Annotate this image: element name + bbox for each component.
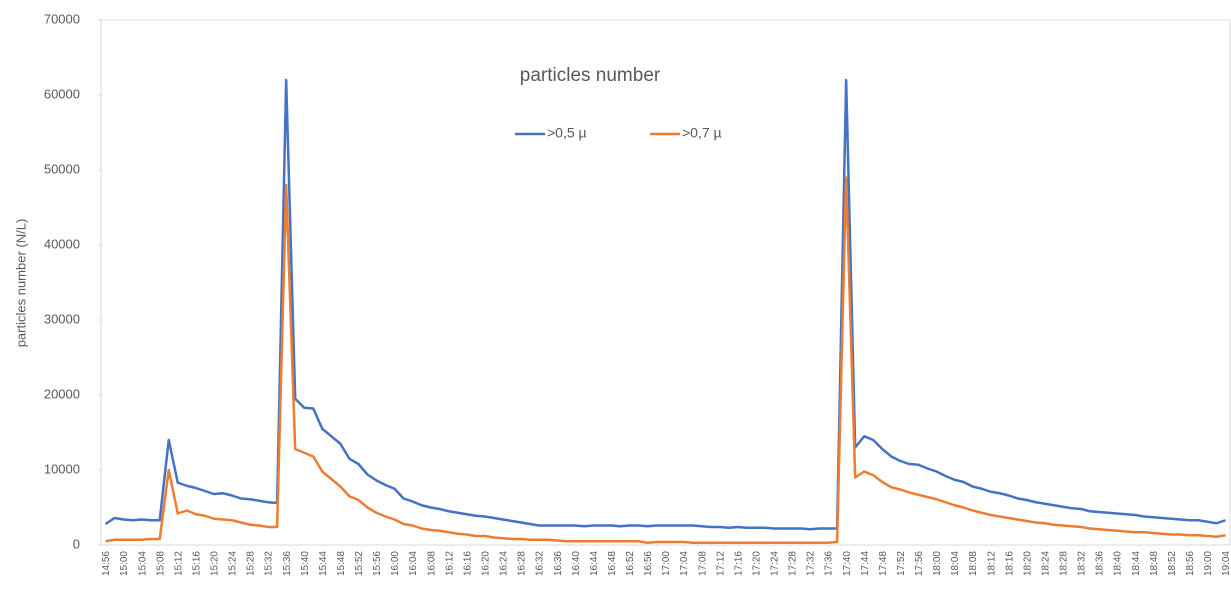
x-tick-label: 17:40 — [842, 551, 853, 576]
x-tick-label: 17:36 — [824, 551, 835, 576]
y-tick-label: 10000 — [44, 461, 80, 476]
y-axis-title: particles number (N/L) — [13, 219, 28, 348]
x-tick-label: 15:44 — [318, 551, 329, 576]
x-tick-label: 16:44 — [589, 551, 600, 576]
x-tick-label: 18:28 — [1059, 551, 1070, 576]
x-tick-label: 15:20 — [210, 551, 221, 576]
x-tick-label: 18:20 — [1022, 551, 1033, 576]
x-tick-label: 18:24 — [1040, 551, 1051, 576]
x-tick-label: 15:52 — [354, 551, 365, 576]
x-tick-label: 16:52 — [625, 551, 636, 576]
x-tick-label: 17:28 — [788, 551, 799, 576]
x-tick-label: 17:12 — [715, 551, 726, 576]
x-tick-label: 17:32 — [806, 551, 817, 576]
legend-label: >0,5 µ — [547, 125, 587, 141]
x-tick-label: 16:08 — [426, 551, 437, 576]
y-tick-label: 30000 — [44, 311, 80, 326]
x-tick-label: 15:08 — [155, 551, 166, 576]
x-tick-label: 15:12 — [173, 551, 184, 576]
x-tick-label: 18:56 — [1185, 551, 1196, 576]
x-tick-label: 18:32 — [1077, 551, 1088, 576]
x-tick-label: 16:00 — [390, 551, 401, 576]
x-tick-label: 17:44 — [860, 551, 871, 576]
x-tick-label: 17:04 — [679, 551, 690, 576]
x-tick-label: 17:56 — [914, 551, 925, 576]
y-tick-label: 70000 — [44, 11, 80, 26]
x-tick-label: 17:16 — [733, 551, 744, 576]
x-tick-label: 15:40 — [300, 551, 311, 576]
x-tick-label: 16:36 — [553, 551, 564, 576]
x-tick-label: 16:28 — [517, 551, 528, 576]
legend-label: >0,7 µ — [682, 125, 722, 141]
x-tick-label: 19:04 — [1221, 551, 1231, 576]
x-tick-label: 15:48 — [336, 551, 347, 576]
y-tick-label: 40000 — [44, 236, 80, 251]
x-tick-label: 15:24 — [228, 551, 239, 576]
x-tick-label: 18:52 — [1167, 551, 1178, 576]
y-tick-label: 60000 — [44, 86, 80, 101]
x-tick-label: 16:48 — [607, 551, 618, 576]
chart-title: particles number — [520, 65, 661, 86]
x-tick-label: 16:56 — [643, 551, 654, 576]
y-tick-label: 50000 — [44, 161, 80, 176]
x-tick-label: 17:48 — [878, 551, 889, 576]
x-tick-label: 16:20 — [481, 551, 492, 576]
x-tick-label: 19:00 — [1203, 551, 1214, 576]
x-tick-label: 15:36 — [282, 551, 293, 576]
x-tick-label: 15:28 — [246, 551, 257, 576]
x-tick-label: 15:04 — [137, 551, 148, 576]
x-tick-label: 16:40 — [571, 551, 582, 576]
x-tick-label: 17:20 — [751, 551, 762, 576]
x-tick-label: 16:04 — [408, 551, 419, 576]
y-tick-label: 0 — [73, 536, 80, 551]
plot-area — [100, 19, 1231, 546]
x-tick-label: 18:12 — [986, 551, 997, 576]
x-tick-label: 15:00 — [119, 551, 130, 576]
x-tick-label: 17:08 — [697, 551, 708, 576]
x-tick-label: 18:36 — [1095, 551, 1106, 576]
x-tick-label: 16:32 — [535, 551, 546, 576]
y-tick-label: 20000 — [44, 386, 80, 401]
x-tick-label: 18:04 — [950, 551, 961, 576]
x-tick-label: 18:48 — [1149, 551, 1160, 576]
x-tick-label: 15:32 — [264, 551, 275, 576]
x-tick-label: 16:16 — [462, 551, 473, 576]
x-tick-label: 14:56 — [101, 551, 112, 576]
x-tick-label: 15:16 — [191, 551, 202, 576]
x-tick-label: 18:44 — [1131, 551, 1142, 576]
x-tick-label: 18:40 — [1113, 551, 1124, 576]
x-tick-label: 18:08 — [968, 551, 979, 576]
x-tick-label: 17:24 — [770, 551, 781, 576]
x-tick-label: 16:12 — [444, 551, 455, 576]
x-tick-label: 18:00 — [932, 551, 943, 576]
data-line — [105, 176, 1226, 544]
x-tick-label: 17:00 — [661, 551, 672, 576]
x-tick-label: 16:24 — [499, 551, 510, 576]
x-tick-label: 18:16 — [1004, 551, 1015, 576]
x-tick-label: 17:52 — [896, 551, 907, 576]
data-line — [104, 78, 1226, 531]
x-tick-label: 15:56 — [372, 551, 383, 576]
